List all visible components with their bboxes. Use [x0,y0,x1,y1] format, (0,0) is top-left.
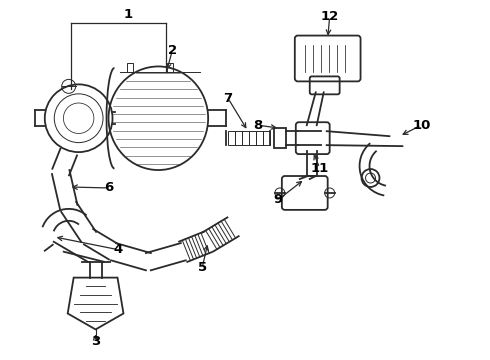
Bar [242,131,249,145]
Bar [127,63,133,72]
Bar [274,128,286,148]
Text: 12: 12 [320,10,339,23]
Text: 2: 2 [168,44,177,57]
Text: 7: 7 [223,92,233,105]
Text: 4: 4 [114,243,123,256]
Text: 8: 8 [253,119,263,132]
Text: 9: 9 [273,193,282,206]
Text: 10: 10 [412,119,431,132]
Text: 1: 1 [124,8,133,21]
Text: 6: 6 [104,181,113,194]
Bar [167,63,173,72]
Bar [263,131,270,145]
Text: 11: 11 [311,162,329,175]
Text: 3: 3 [91,335,100,348]
Bar [256,131,263,145]
Bar [249,131,256,145]
Bar [235,131,242,145]
Text: 5: 5 [197,261,207,274]
Bar [228,131,235,145]
